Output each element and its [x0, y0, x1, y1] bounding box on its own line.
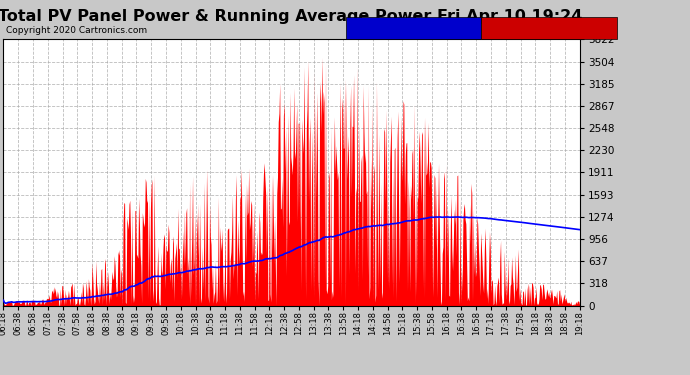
Text: Total PV Panel Power & Running Average Power Fri Apr 10 19:24: Total PV Panel Power & Running Average P…	[0, 9, 582, 24]
Text: Average  (DC Watts): Average (DC Watts)	[350, 23, 453, 32]
Text: Copyright 2020 Cartronics.com: Copyright 2020 Cartronics.com	[6, 26, 147, 35]
Text: PV Panels  (DC Watts): PV Panels (DC Watts)	[484, 23, 596, 32]
